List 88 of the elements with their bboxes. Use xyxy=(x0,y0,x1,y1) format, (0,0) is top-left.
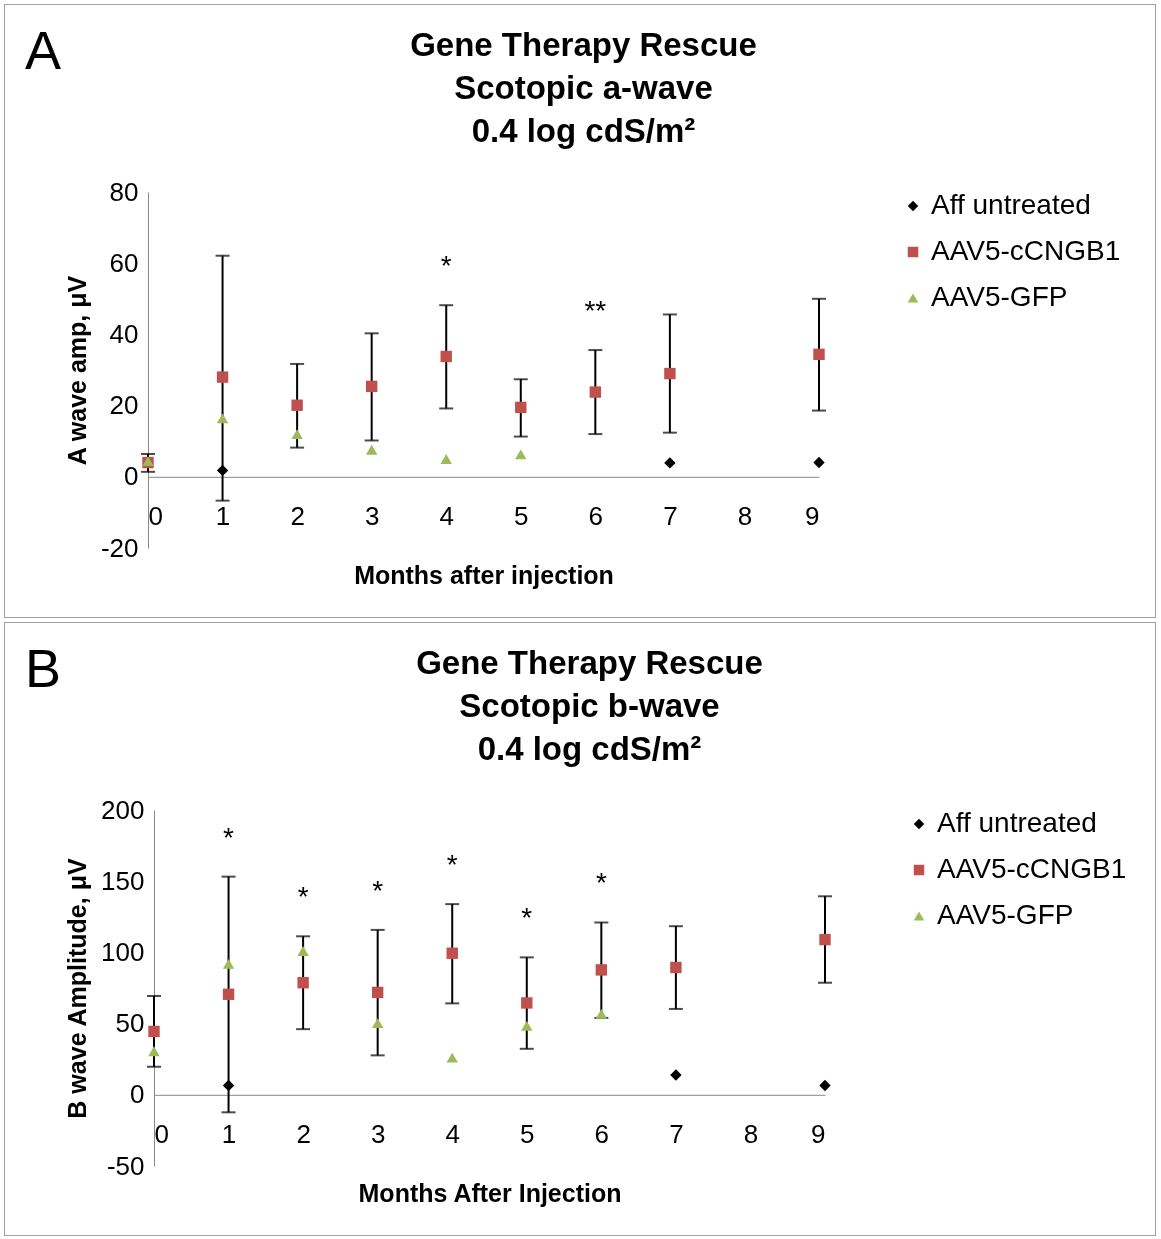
annotation: ** xyxy=(584,295,607,327)
y-tick-label: -20 xyxy=(100,532,139,563)
y-tick-label: 80 xyxy=(109,176,139,207)
y-axis-title: B wave Amplitude, μV xyxy=(63,858,92,1119)
annotation: * xyxy=(440,250,452,282)
legend-label: AAV5-cCNGB1 xyxy=(931,235,1121,266)
annotation: * xyxy=(446,849,458,881)
point xyxy=(365,380,378,393)
x-axis-title: Months After Injection xyxy=(358,1178,622,1207)
point xyxy=(670,1069,682,1081)
y-tick-label: 50 xyxy=(115,1008,145,1039)
point xyxy=(670,961,682,974)
annotation: * xyxy=(372,874,384,906)
point xyxy=(291,399,303,411)
point xyxy=(216,464,229,477)
x-axis-title: Months after injection xyxy=(354,560,614,589)
point xyxy=(222,988,235,1000)
point xyxy=(515,449,527,460)
y-tick-label: -50 xyxy=(106,1150,145,1181)
point xyxy=(595,964,608,976)
x-tick-label: 2 xyxy=(296,1119,311,1150)
point xyxy=(595,1008,608,1019)
point xyxy=(297,946,309,956)
y-tick-label: 20 xyxy=(109,390,139,421)
point xyxy=(291,429,303,440)
y-tick-label: 100 xyxy=(101,936,145,967)
point xyxy=(440,454,452,464)
annotation: * xyxy=(297,881,309,913)
legend-label: AAV5-GFP xyxy=(937,899,1074,930)
point xyxy=(297,977,309,989)
text: B xyxy=(25,637,62,699)
point xyxy=(589,386,602,398)
point xyxy=(664,367,676,380)
y-tick-label: 40 xyxy=(109,318,139,349)
x-tick-label: 9 xyxy=(811,1119,826,1150)
legend-label: AAV5-GFP xyxy=(931,281,1068,312)
point xyxy=(515,401,527,414)
x-tick-label: 0 xyxy=(154,1119,169,1150)
x-tick-label: 8 xyxy=(743,1119,759,1150)
point xyxy=(819,933,831,946)
x-tick-label: 4 xyxy=(439,501,454,532)
point xyxy=(148,1025,160,1038)
y-tick-label: 150 xyxy=(101,865,145,896)
point xyxy=(148,1046,160,1057)
point xyxy=(446,947,458,959)
point xyxy=(222,1079,235,1092)
legend-label: Aff untreated xyxy=(931,189,1091,220)
y-tick-label: 0 xyxy=(130,1079,145,1110)
point xyxy=(365,444,378,455)
point xyxy=(371,986,384,999)
y-tick-label: 60 xyxy=(109,247,139,278)
x-tick-label: 2 xyxy=(290,501,305,532)
annotation: * xyxy=(521,902,533,934)
x-tick-label: 7 xyxy=(663,501,678,532)
point xyxy=(446,1052,458,1063)
x-tick-label: 4 xyxy=(445,1119,460,1150)
y-axis-title: A wave amp, μV xyxy=(62,275,91,466)
x-tick-label: 5 xyxy=(520,1119,535,1150)
x-tick-label: 3 xyxy=(364,501,380,532)
legend-label: AAV5-cCNGB1 xyxy=(937,853,1127,884)
x-tick-label: 6 xyxy=(594,1119,610,1150)
x-tick-label: 7 xyxy=(669,1119,684,1150)
y-tick-label: 0 xyxy=(124,461,139,492)
legend-label: Aff untreated xyxy=(937,807,1097,838)
point xyxy=(371,1018,384,1029)
annotation: * xyxy=(595,867,607,899)
point xyxy=(664,457,676,469)
x-tick-label: 1 xyxy=(215,501,231,532)
point xyxy=(222,959,235,969)
x-tick-label: 6 xyxy=(588,501,604,532)
x-tick-label: 9 xyxy=(805,501,820,532)
point xyxy=(216,413,229,424)
point xyxy=(216,371,229,383)
x-tick-label: 3 xyxy=(370,1119,386,1150)
point xyxy=(819,1079,831,1092)
point xyxy=(521,997,533,1009)
y-tick-label: 200 xyxy=(101,794,145,825)
chart-title: Gene Therapy Rescue Scotopic a-wave 0.4 log cdS/m² xyxy=(410,26,757,149)
x-tick-label: 5 xyxy=(514,501,529,532)
x-tick-label: 8 xyxy=(737,501,753,532)
text: A xyxy=(25,19,62,81)
point xyxy=(813,348,825,361)
point xyxy=(440,350,452,363)
chart-title: Gene Therapy Rescue Scotopic b-wave 0.4 log cdS/m² xyxy=(416,644,763,767)
point xyxy=(521,1020,533,1031)
annotation: * xyxy=(223,821,235,853)
point xyxy=(813,456,825,469)
x-tick-label: 1 xyxy=(221,1119,237,1150)
